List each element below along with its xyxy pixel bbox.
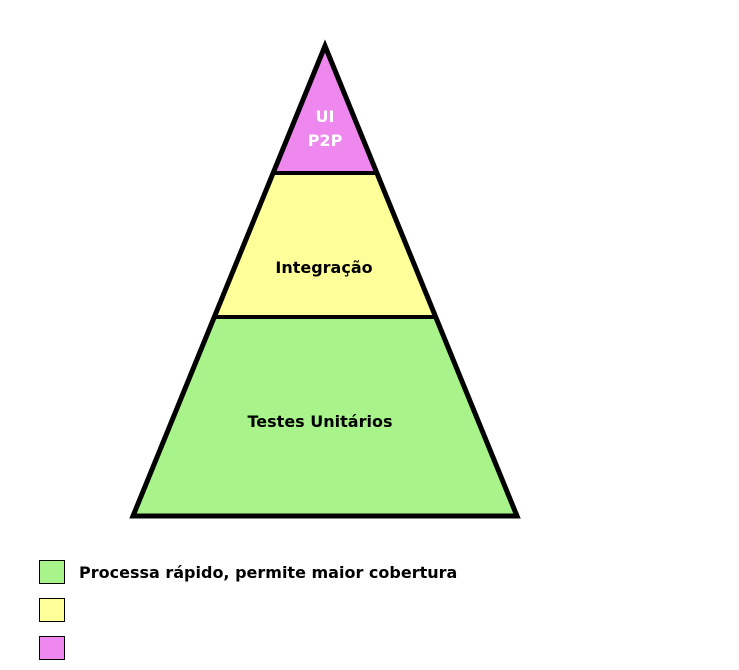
pyramid-tier-ui: [274, 46, 376, 173]
tier-unit-label: Testes Unitários: [248, 412, 393, 431]
legend-swatch-pink: [39, 636, 65, 660]
tier-integration-label: Integração: [275, 258, 372, 277]
pyramid-tier-integration: [215, 173, 435, 317]
legend-item-unit: Processa rápido, permite maior cobertura: [39, 559, 457, 585]
legend-item-ui: [39, 635, 79, 661]
pyramid-tier-unit: [133, 317, 517, 516]
legend-label: Processa rápido, permite maior cobertura: [79, 562, 458, 582]
legend-swatch-yellow: [39, 598, 65, 622]
tier-ui-label-line2: P2P: [308, 131, 343, 150]
tier-ui-label-line1: UI: [316, 107, 335, 126]
legend-item-integration: [39, 597, 79, 623]
legend-swatch-green: [39, 560, 65, 584]
pyramid-outline: [129, 39, 521, 519]
